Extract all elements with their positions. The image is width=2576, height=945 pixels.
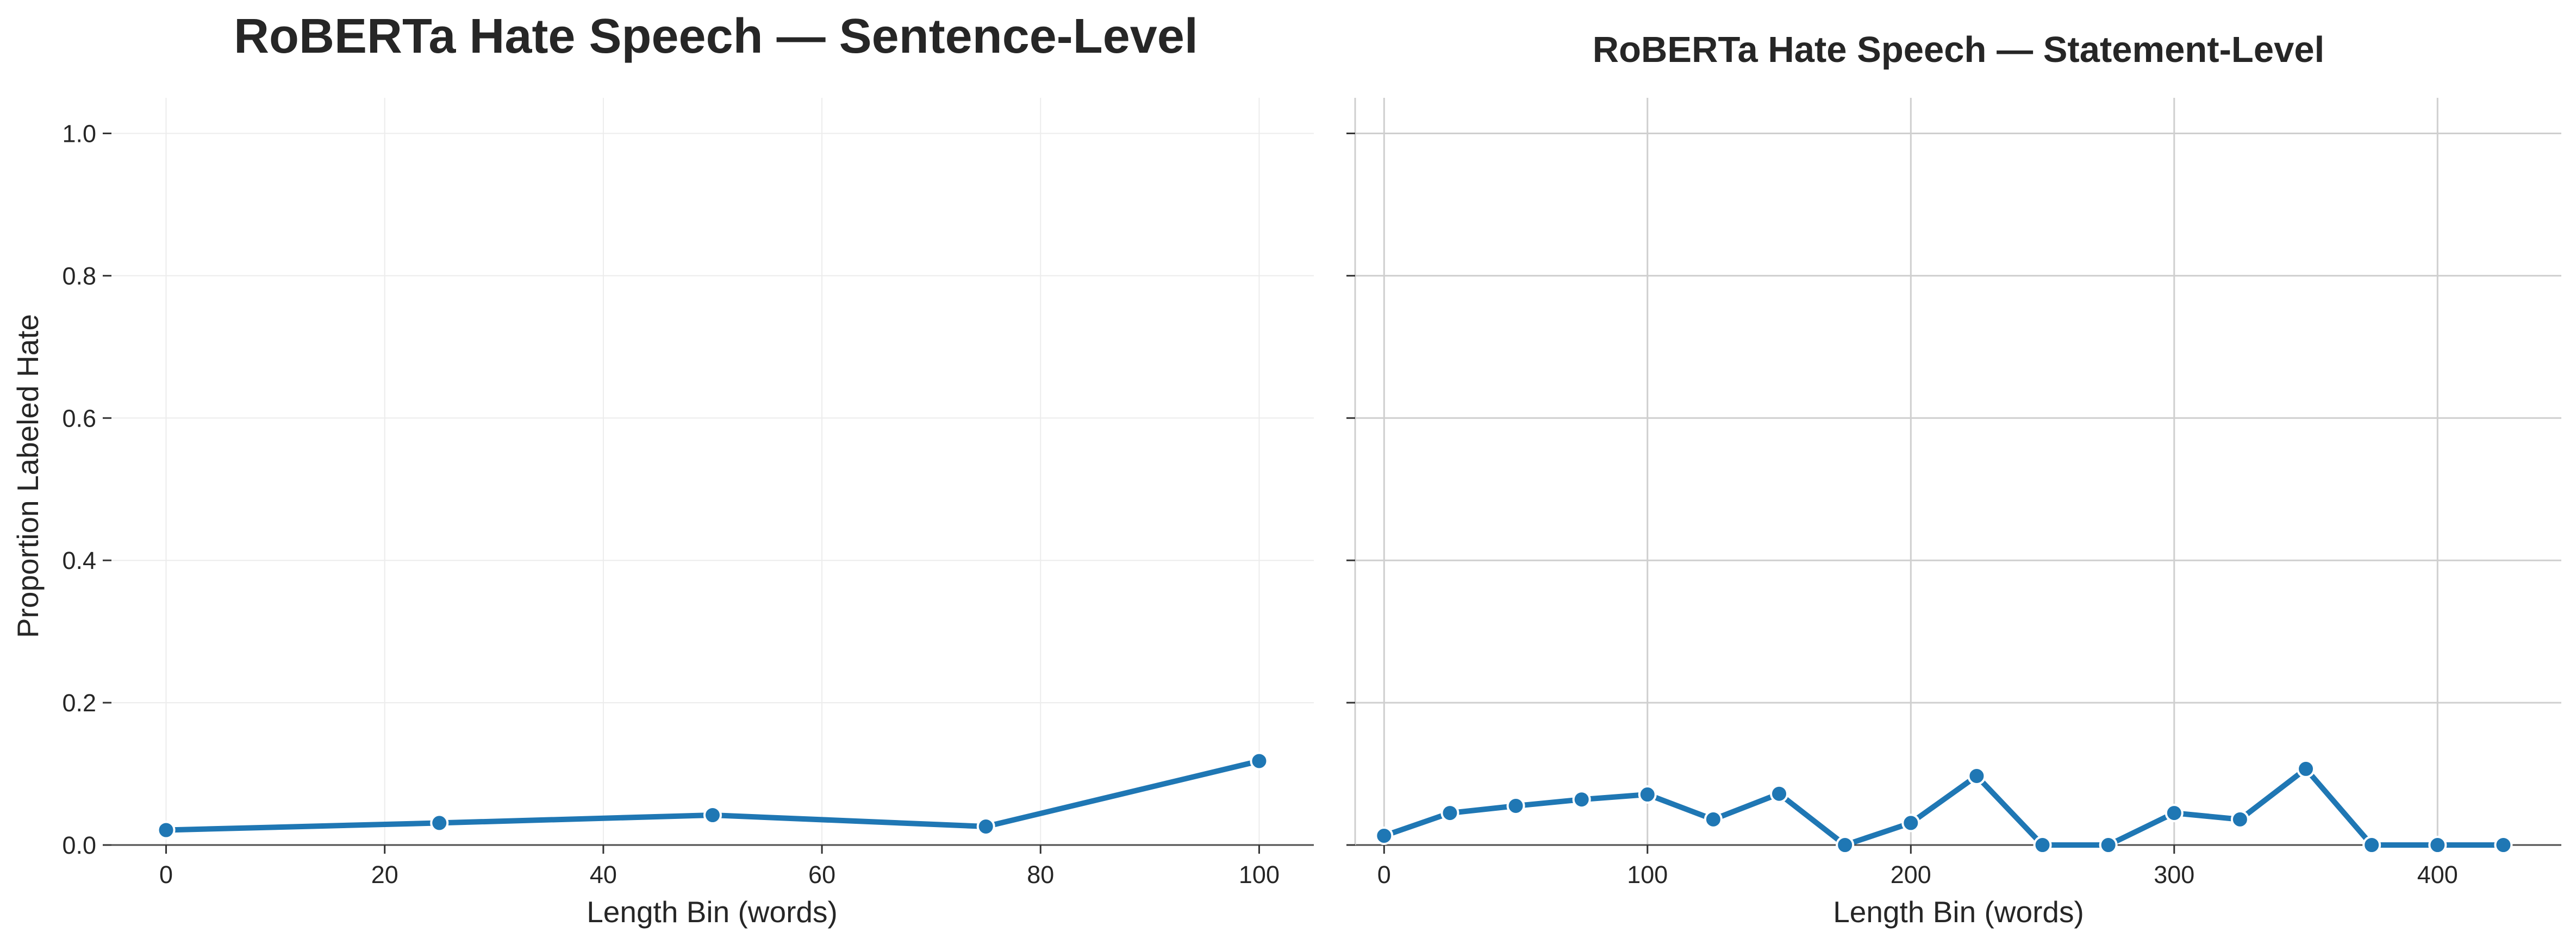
sentence-level-x-tick-label: 20 [371,861,398,888]
statement-level-data-point [2230,810,2249,829]
statement-level-data-point [1638,785,1657,804]
sentence-level-ylabel: Proportion Labeled Hate [11,314,45,638]
statement-level-ticks: 0 100 200 300 400 [1346,132,2458,888]
statement-level-data-point [2099,836,2118,854]
sentence-level-ticks: 0 20 40 60 80 100 0.0 0.2 0.4 0.6 0.8 1.0 [62,120,1280,888]
sentence-level-y-tick-label: 0.2 [62,689,96,717]
statement-level-data-point [1836,836,1855,854]
sentence-level-x-tick-label: 80 [1027,861,1054,888]
statement-level-x-tick-label: 400 [2417,861,2458,888]
sentence-level-y-tick-label: 0.6 [62,404,96,432]
sentence-level-marks [157,752,1269,840]
statement-level-series-line [1381,766,2506,848]
statement-level-data-point [2297,759,2316,778]
statement-level-data-point [2033,836,2052,854]
statement-level-data-point [2428,836,2447,854]
sentence-level-data-point [1250,752,1269,771]
statement-level-marks [1375,759,2513,854]
statement-level-data-point [1901,813,1920,833]
sentence-level-y-tick-label: 0.8 [62,262,96,290]
statement-level-x-tick-label: 0 [1377,861,1391,888]
statement-level-data-point [1506,796,1525,815]
sentence-level-y-tick-label: 1.0 [62,120,96,147]
statement-level-data-point [1572,790,1591,809]
sentence-level-title: RoBERTa Hate Speech — Sentence-Level [234,9,1198,64]
statement-level-x-tick-label: 300 [2154,861,2194,888]
statement-level-title: RoBERTa Hate Speech — Statement-Level [1593,29,2325,70]
statement-level-data-point [1967,766,1986,785]
sentence-level-x-tick-label: 100 [1239,861,1280,888]
statement-level-x-tick-label: 100 [1627,861,1668,888]
statement-level-panel: 0 100 200 300 400 RoBERTa Hate Speech — Stat… [1346,29,2561,929]
sentence-level-data-point [430,813,449,833]
statement-level-grid [1354,98,2561,846]
sentence-level-data-point [976,817,995,836]
statement-level-data-point [1375,826,1394,845]
statement-level-data-point [1704,810,1723,829]
statement-level-data-point [2494,836,2513,854]
sentence-level-y-tick-label: 0.0 [62,831,96,859]
sentence-level-x-tick-label: 40 [590,861,617,888]
statement-level-xlabel: Length Bin (words) [1833,895,2084,929]
statement-level-data-point [2165,804,2184,823]
statement-level-data-point [1440,804,1459,823]
sentence-level-xlabel: Length Bin (words) [587,895,838,929]
sentence-level-data-point [157,821,176,840]
statement-level-data-point [2362,836,2381,854]
statement-level-x-tick-label: 200 [1891,861,1931,888]
sentence-level-x-tick-label: 0 [159,861,173,888]
sentence-level-grid [111,98,1314,846]
sentence-level-y-tick-label: 0.4 [62,547,96,574]
sentence-level-panel: 0 20 40 60 80 100 0.0 0.2 0.4 0.6 0.8 1.0 RoBERTa H… [11,9,1314,929]
statement-level-data-point [1770,784,1789,803]
sentence-level-x-tick-label: 60 [808,861,835,888]
sentence-level-data-point [703,806,722,824]
